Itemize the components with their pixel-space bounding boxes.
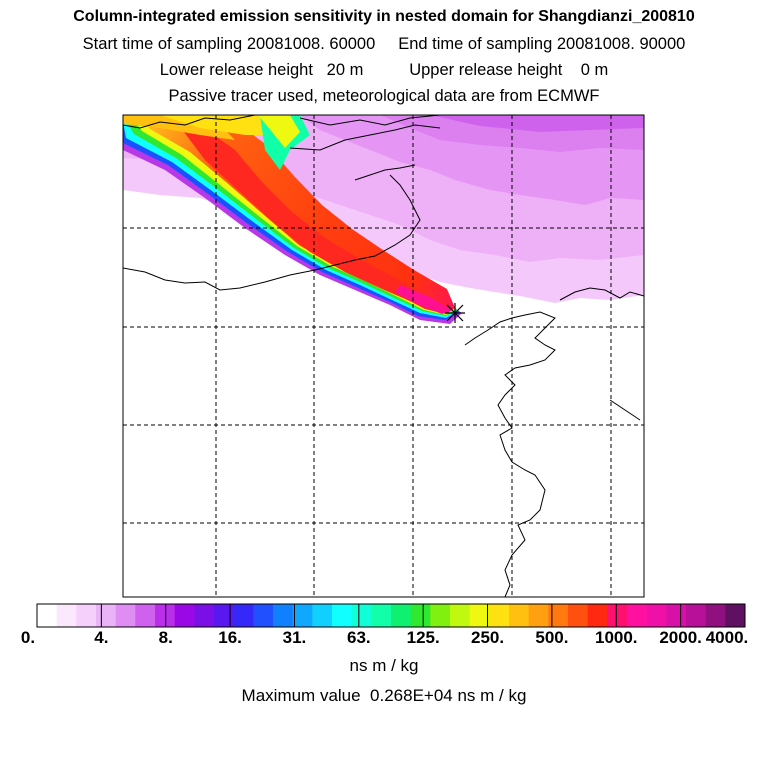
colorbar-swatch	[115, 604, 136, 627]
colorbar	[36, 603, 746, 628]
colorbar-swatch	[371, 604, 392, 627]
colorbar-swatch	[351, 604, 372, 627]
colorbar-swatch	[646, 604, 667, 627]
colorbar-swatch	[548, 604, 569, 627]
colorbar-swatch	[430, 604, 451, 627]
release-height-line: Lower release height 20 m Upper release …	[159, 61, 609, 79]
colorbar-swatch	[214, 604, 235, 627]
colorbar-swatch	[332, 604, 353, 627]
colorbar-label: 500.	[535, 628, 569, 647]
colorbar-label: 125.	[406, 628, 440, 647]
colorbar-swatch	[37, 604, 58, 627]
colorbar-swatch	[607, 604, 628, 627]
colorbar-label: 250.	[470, 628, 505, 647]
map-title: Column-integrated emission sensitivity i…	[73, 8, 695, 25]
colorbar-label: 63.	[346, 628, 371, 647]
colorbar-swatch	[135, 604, 156, 627]
colorbar-border	[36, 603, 746, 628]
colorbar-swatch	[56, 604, 77, 627]
colorbar-label: 0.	[20, 628, 36, 647]
colorbar-swatch	[410, 604, 431, 627]
colorbar-swatch	[568, 604, 589, 627]
colorbar-swatch	[174, 604, 195, 627]
colorbar-swatch	[155, 604, 176, 627]
colorbar-swatch	[450, 604, 471, 627]
colorbar-swatch	[391, 604, 412, 627]
map-frame	[122, 114, 645, 598]
colorbar-label: 1000.	[594, 628, 638, 647]
colorbar-swatch	[528, 604, 549, 627]
colorbar-units: ns m / kg	[349, 656, 419, 675]
colorbar-swatch	[312, 604, 333, 627]
colorbar-swatch	[725, 604, 746, 627]
colorbar-label: 4000.	[705, 628, 749, 647]
lat-lon-grid	[123, 115, 644, 597]
colorbar-label: 31.	[282, 628, 307, 647]
tracer-info-line: Passive tracer used, meteorological data…	[168, 87, 600, 105]
colorbar-label: 4.	[94, 628, 109, 647]
colorbar-swatch	[469, 604, 490, 627]
asterisk-icon	[445, 303, 465, 323]
colorbar-swatch	[194, 604, 215, 627]
colorbar-swatch	[509, 604, 530, 627]
colorbar-swatch	[686, 604, 707, 627]
colorbar-swatch	[76, 604, 97, 627]
colorbar-label: 16.	[218, 628, 242, 647]
colorbar-swatch	[627, 604, 648, 627]
colorbar-swatch	[587, 604, 608, 627]
colorbar-swatch	[292, 604, 313, 627]
colorbar-swatch	[96, 604, 117, 627]
plume	[123, 115, 462, 324]
sampling-time-line: Start time of sampling 20081008. 60000 E…	[82, 35, 686, 53]
colorbar-label: 8.	[158, 628, 173, 647]
colorbar-swatch	[705, 604, 726, 627]
colorbar-swatch	[253, 604, 274, 627]
maximum-value-text: Maximum value 0.268E+04 ns m / kg	[241, 686, 527, 705]
colorbar-label: 2000.	[659, 628, 702, 647]
colorbar-swatch	[489, 604, 510, 627]
colorbar-swatch	[273, 604, 294, 627]
map-plot-area	[123, 115, 644, 597]
colorbar-swatch	[233, 604, 254, 627]
coastlines	[123, 115, 644, 597]
colorbar-swatch	[666, 604, 687, 627]
